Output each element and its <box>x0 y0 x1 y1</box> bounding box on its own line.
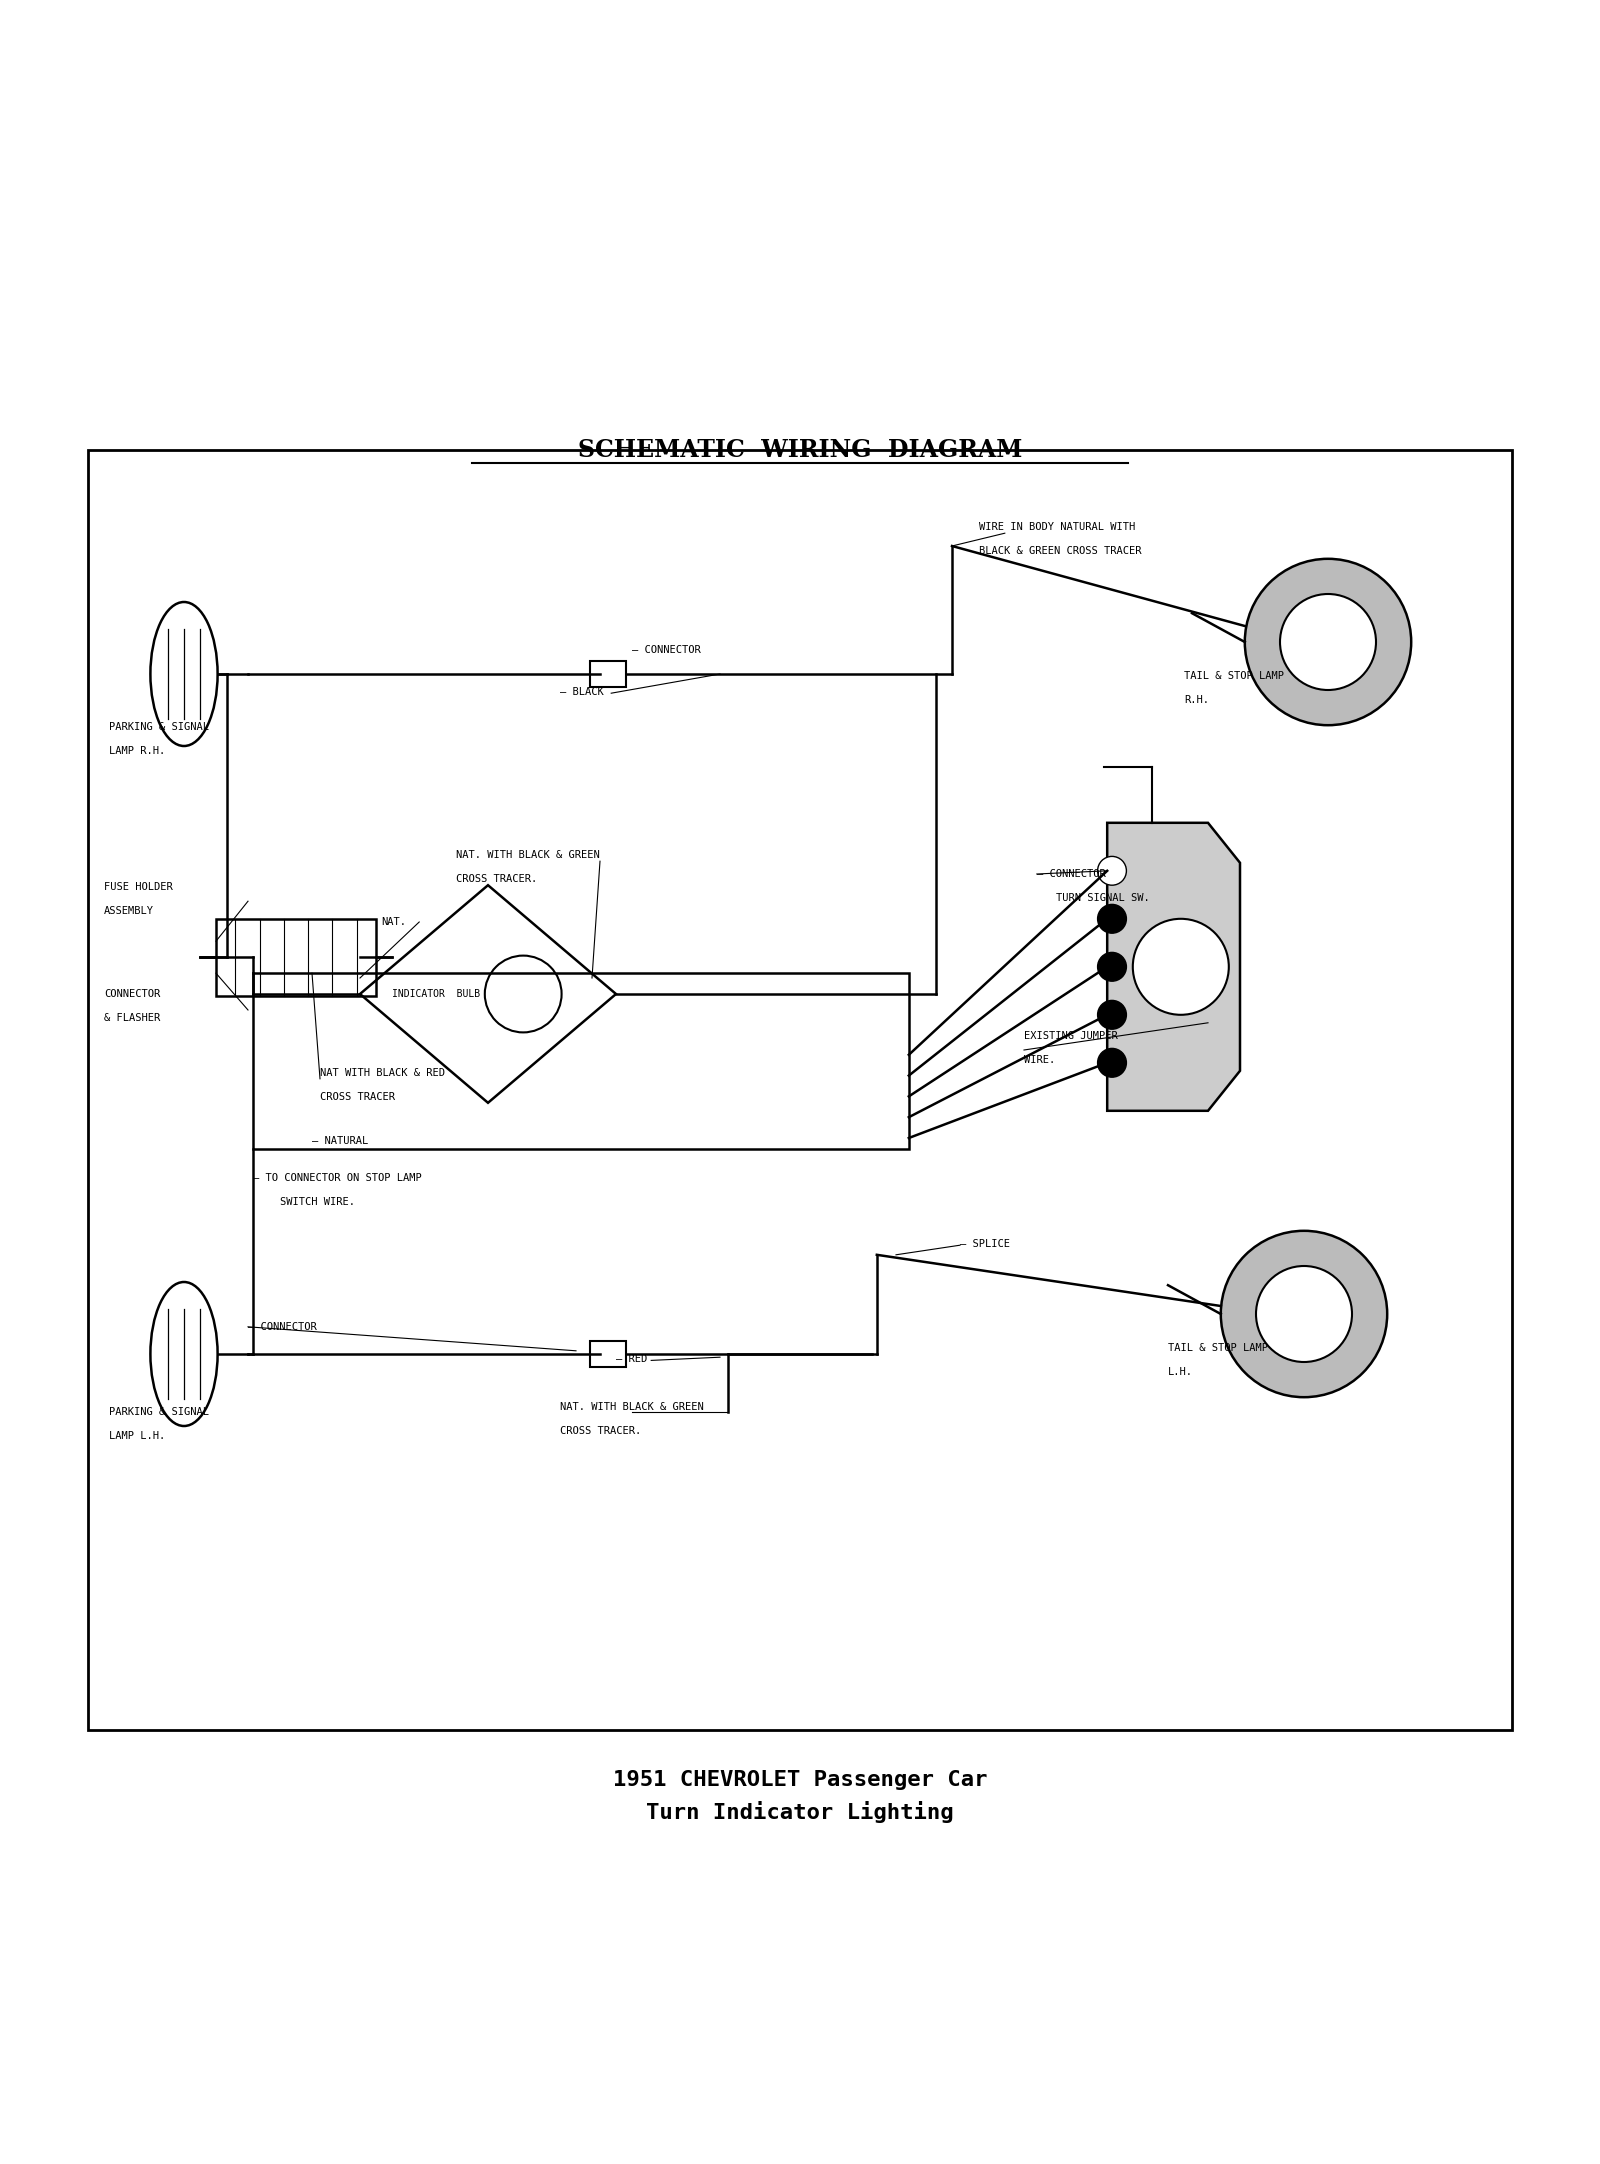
Text: PARKING & SIGNAL: PARKING & SIGNAL <box>109 1407 208 1417</box>
Bar <box>590 662 626 686</box>
Circle shape <box>1098 1047 1126 1078</box>
Text: R.H.: R.H. <box>1184 695 1210 705</box>
Bar <box>253 974 909 1149</box>
Bar <box>216 920 376 995</box>
Text: TURN SIGNAL SW.: TURN SIGNAL SW. <box>1056 894 1150 902</box>
Circle shape <box>1245 558 1411 725</box>
Text: WIRE.: WIRE. <box>1024 1054 1056 1065</box>
Text: CROSS TRACER.: CROSS TRACER. <box>456 874 538 885</box>
Text: NAT.: NAT. <box>381 918 406 926</box>
Text: Turn Indicator Lighting: Turn Indicator Lighting <box>646 1800 954 1822</box>
Text: INDICATOR  BULB: INDICATOR BULB <box>392 989 480 1000</box>
Circle shape <box>1133 920 1229 1015</box>
Text: CROSS TRACER: CROSS TRACER <box>320 1091 395 1101</box>
Text: — RED: — RED <box>616 1355 648 1363</box>
Text: WIRE IN BODY NATURAL WITH: WIRE IN BODY NATURAL WITH <box>979 522 1136 532</box>
Text: — CONNECTOR: — CONNECTOR <box>632 645 701 656</box>
Text: LAMP L.H.: LAMP L.H. <box>109 1430 165 1441</box>
Text: FUSE HOLDER: FUSE HOLDER <box>104 883 173 892</box>
Text: BLACK & GREEN CROSS TRACER: BLACK & GREEN CROSS TRACER <box>979 545 1142 556</box>
Circle shape <box>1256 1266 1352 1361</box>
Text: NAT. WITH BLACK & GREEN: NAT. WITH BLACK & GREEN <box>560 1402 704 1411</box>
Circle shape <box>1221 1231 1387 1398</box>
Text: NAT. WITH BLACK & GREEN: NAT. WITH BLACK & GREEN <box>456 850 600 859</box>
Text: PARKING & SIGNAL: PARKING & SIGNAL <box>109 723 208 731</box>
Text: TAIL & STOP LAMP: TAIL & STOP LAMP <box>1168 1344 1267 1352</box>
Text: TAIL & STOP LAMP: TAIL & STOP LAMP <box>1184 671 1283 682</box>
Text: ASSEMBLY: ASSEMBLY <box>104 907 154 915</box>
Circle shape <box>1280 593 1376 690</box>
Text: SWITCH WIRE.: SWITCH WIRE. <box>280 1197 355 1208</box>
Text: EXISTING JUMPER: EXISTING JUMPER <box>1024 1030 1118 1041</box>
Text: 1951 CHEVROLET Passenger Car: 1951 CHEVROLET Passenger Car <box>613 1770 987 1790</box>
Polygon shape <box>1107 822 1240 1110</box>
Bar <box>88 450 1512 1729</box>
Circle shape <box>1098 857 1126 885</box>
Circle shape <box>1098 952 1126 980</box>
Text: — CONNECTOR: — CONNECTOR <box>1037 870 1106 879</box>
Text: — SPLICE: — SPLICE <box>960 1238 1010 1249</box>
Text: LAMP R.H.: LAMP R.H. <box>109 747 165 755</box>
Text: — CONNECTOR: — CONNECTOR <box>248 1322 317 1333</box>
Text: SCHEMATIC  WIRING  DIAGRAM: SCHEMATIC WIRING DIAGRAM <box>578 437 1022 461</box>
Text: & FLASHER: & FLASHER <box>104 1013 160 1024</box>
Text: — TO CONNECTOR ON STOP LAMP: — TO CONNECTOR ON STOP LAMP <box>253 1173 421 1184</box>
Text: CONNECTOR: CONNECTOR <box>104 989 160 1000</box>
Bar <box>590 1342 626 1368</box>
Text: CROSS TRACER.: CROSS TRACER. <box>560 1426 642 1437</box>
Text: — NATURAL: — NATURAL <box>312 1136 368 1147</box>
Circle shape <box>1098 905 1126 933</box>
Circle shape <box>1098 1000 1126 1030</box>
Text: — BLACK: — BLACK <box>560 686 603 697</box>
Text: NAT WITH BLACK & RED: NAT WITH BLACK & RED <box>320 1067 445 1078</box>
Text: L.H.: L.H. <box>1168 1368 1194 1376</box>
